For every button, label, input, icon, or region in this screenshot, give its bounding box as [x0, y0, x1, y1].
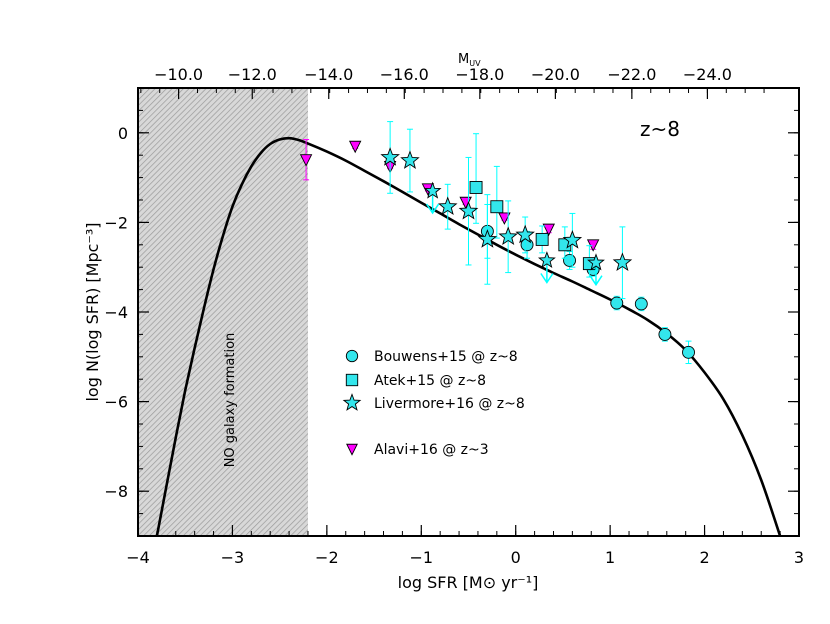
point-star: [612, 252, 633, 272]
z-annotation: z~8: [640, 117, 680, 141]
legend-label: Livermore+16 @ z~8: [374, 396, 525, 412]
point-star: [515, 224, 535, 244]
upper-limit-star: [423, 181, 442, 199]
top-axis-label-main: M: [458, 52, 469, 67]
top-tick-label: −12.0: [228, 65, 277, 84]
legend-label: Bouwens+15 @ z~8: [374, 349, 518, 365]
x-tick-label: 1: [605, 548, 615, 567]
legend-marker-star: [342, 393, 362, 411]
point-triangle: [299, 154, 313, 167]
x-tick-label: −1: [409, 548, 433, 567]
y-tick-label: −4: [104, 303, 128, 322]
legend-label: Alavi+16 @ z~3: [374, 442, 489, 458]
top-tick-label: −22.0: [607, 65, 656, 84]
point-circle: [658, 327, 672, 341]
shaded-region-label: NO galaxy formation: [223, 333, 238, 468]
x-tick-label: −3: [221, 548, 245, 567]
top-tick-label: −18.0: [455, 65, 504, 84]
point-star: [380, 147, 400, 166]
point-circle: [610, 296, 624, 310]
point-triangle: [348, 140, 362, 154]
top-tick-label: −16.0: [380, 65, 429, 84]
legend-marker-triangle: [346, 443, 358, 456]
top-tick-label: −14.0: [304, 65, 353, 84]
top-tick-label: −10.0: [154, 65, 203, 84]
point-star: [458, 200, 479, 220]
x-tick-label: 0: [511, 548, 521, 567]
x-tick-label: −2: [315, 548, 339, 567]
point-star: [438, 196, 458, 216]
x-axis-label: log SFR [M⊙ yr⁻¹]: [398, 573, 539, 592]
x-tick-label: 3: [794, 548, 804, 567]
point-star: [498, 226, 518, 246]
point-square: [469, 181, 483, 194]
point-triangle: [542, 223, 555, 237]
point-circle: [634, 297, 648, 311]
x-tick-label: 2: [699, 548, 709, 567]
y-tick-label: −2: [104, 213, 128, 232]
y-tick-label: 0: [118, 124, 128, 143]
top-tick-label: −24.0: [683, 65, 732, 84]
point-star: [477, 229, 498, 248]
y-axis-label: log N(log SFR) [Mpc⁻³]: [83, 222, 102, 401]
y-tick-label: −8: [104, 482, 128, 501]
upper-limit-arrowhead: [589, 275, 603, 287]
no-formation-region: [138, 88, 308, 536]
model-curve: [155, 136, 782, 536]
legend-marker-circle: [345, 349, 359, 363]
legend-label: Atek+15 @ z~8: [374, 373, 486, 389]
point-star: [562, 230, 583, 249]
point-square: [490, 200, 504, 214]
top-axis-label: MUV: [458, 52, 481, 68]
legend-marker-square: [345, 373, 359, 387]
point-star: [400, 150, 420, 169]
top-axis-label-sub: UV: [469, 59, 481, 68]
point-square: [535, 232, 549, 246]
upper-limit-star: [537, 251, 556, 269]
point-circle: [563, 254, 576, 267]
point-circle: [682, 345, 695, 359]
upper-limit-arrowhead: [540, 273, 554, 284]
y-tick-label: −6: [104, 393, 128, 412]
point-triangle: [498, 212, 511, 225]
x-tick-label: −4: [126, 548, 150, 567]
top-tick-label: −20.0: [531, 65, 580, 84]
upper-limit-arrowhead: [425, 203, 440, 215]
upper-limit-star: [587, 253, 605, 271]
